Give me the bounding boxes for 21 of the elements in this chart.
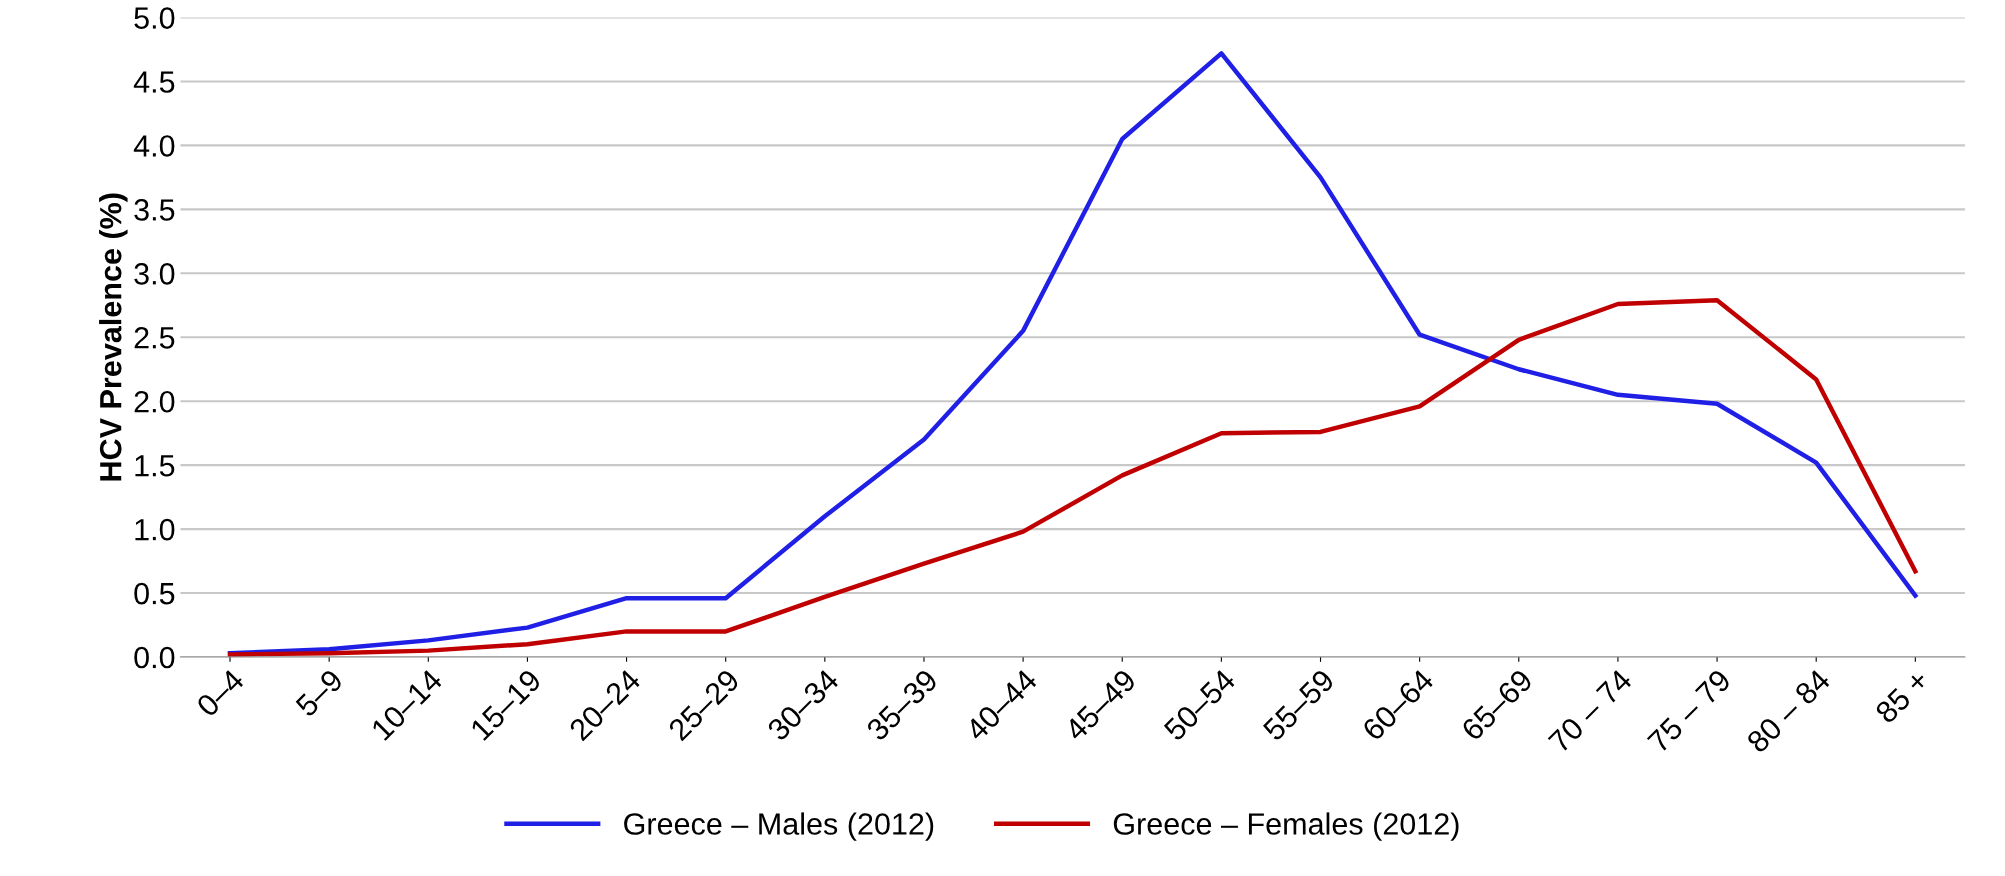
y-tick-label: 0.5	[134, 582, 175, 605]
y-tick-label: 0.0	[134, 646, 175, 669]
x-tick-label: 5–9	[294, 668, 344, 718]
y-axis-title: HCV Prevalence (%)	[99, 193, 128, 481]
x-tick-label: 70 – 74	[1547, 667, 1634, 754]
line-series	[227, 297, 1918, 657]
y-tick-label: 2.0	[134, 390, 175, 413]
y-tick-label: 4.0	[133, 135, 175, 157]
y-tick-label: 1.5	[135, 455, 175, 477]
legend-label: Greece – Females (2012)	[1113, 812, 1459, 841]
x-tick-label: 85 +	[1874, 668, 1931, 725]
y-tick-label: 5.0	[134, 7, 175, 29]
y-tick-label: 3.0	[134, 263, 175, 285]
x-tick-label: 0–4	[195, 667, 246, 718]
x-tick-label: 80 – 84	[1745, 667, 1832, 754]
x-tick-label: 75 – 79	[1646, 668, 1732, 754]
y-tick-label: 4.5	[133, 71, 175, 93]
y-tick-label: 3.5	[134, 199, 175, 221]
y-tick-label: 2.5	[134, 327, 175, 349]
legend-label: Greece – Males (2012)	[624, 812, 934, 841]
y-tick-label: 1.0	[135, 518, 175, 541]
